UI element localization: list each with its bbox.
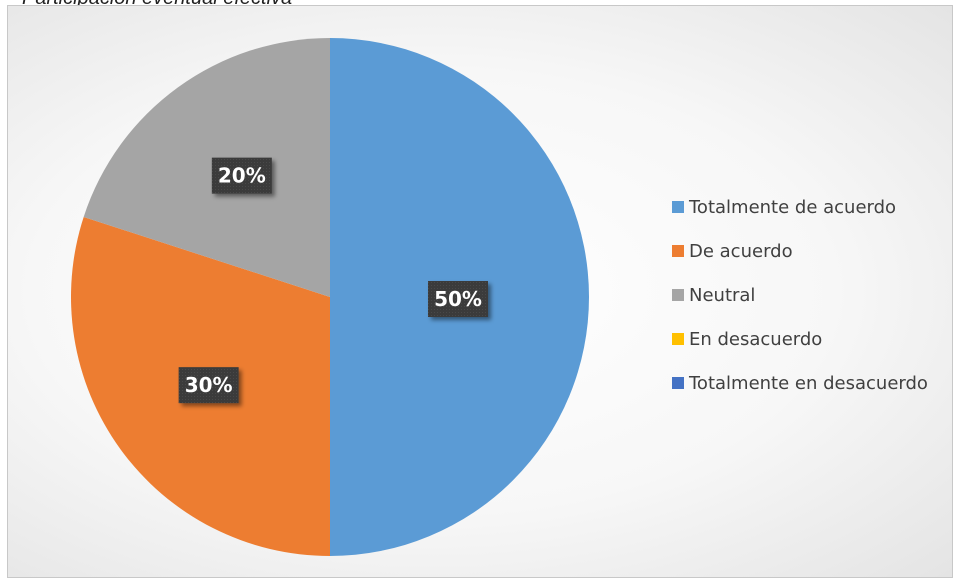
legend-label: De acuerdo (689, 240, 793, 262)
data-label-de-acuerdo: 30% (178, 367, 239, 404)
legend-swatch (672, 289, 684, 301)
legend-swatch (672, 245, 684, 257)
legend-item-neutral: Neutral (672, 284, 928, 306)
legend: Totalmente de acuerdo De acuerdo Neutral… (672, 196, 928, 394)
data-label-box (428, 281, 488, 317)
pie-chart: 50% 30% 20% (70, 38, 589, 556)
legend-item-totalmente-en-desacuerdo: Totalmente en desacuerdo (672, 372, 928, 394)
data-label-text: 30% (185, 373, 233, 397)
pie-slice-neutral (83, 38, 330, 297)
legend-swatch (672, 333, 684, 345)
chart-area: 50% 30% 20% Totalmente de acuerdo De acuer… (7, 5, 953, 578)
chart-caption: Participación eventual efectiva (22, 0, 292, 10)
data-label-box (211, 157, 272, 194)
data-label-box (178, 367, 239, 404)
legend-label: Totalmente en desacuerdo (689, 372, 928, 394)
data-label-neutral: 20% (211, 157, 272, 194)
legend-item-de-acuerdo: De acuerdo (672, 240, 928, 262)
legend-label: Totalmente de acuerdo (689, 196, 897, 218)
data-label-totalmente-de-acuerdo: 50% (428, 281, 488, 317)
legend-label: En desacuerdo (689, 328, 823, 350)
legend-label: Neutral (689, 284, 756, 306)
legend-item-totalmente-de-acuerdo: Totalmente de acuerdo (672, 196, 928, 218)
data-label-text: 20% (218, 164, 266, 188)
legend-item-en-desacuerdo: En desacuerdo (672, 328, 928, 350)
legend-swatch (672, 201, 684, 213)
legend-swatch (672, 377, 684, 389)
data-label-text: 50% (434, 287, 482, 311)
